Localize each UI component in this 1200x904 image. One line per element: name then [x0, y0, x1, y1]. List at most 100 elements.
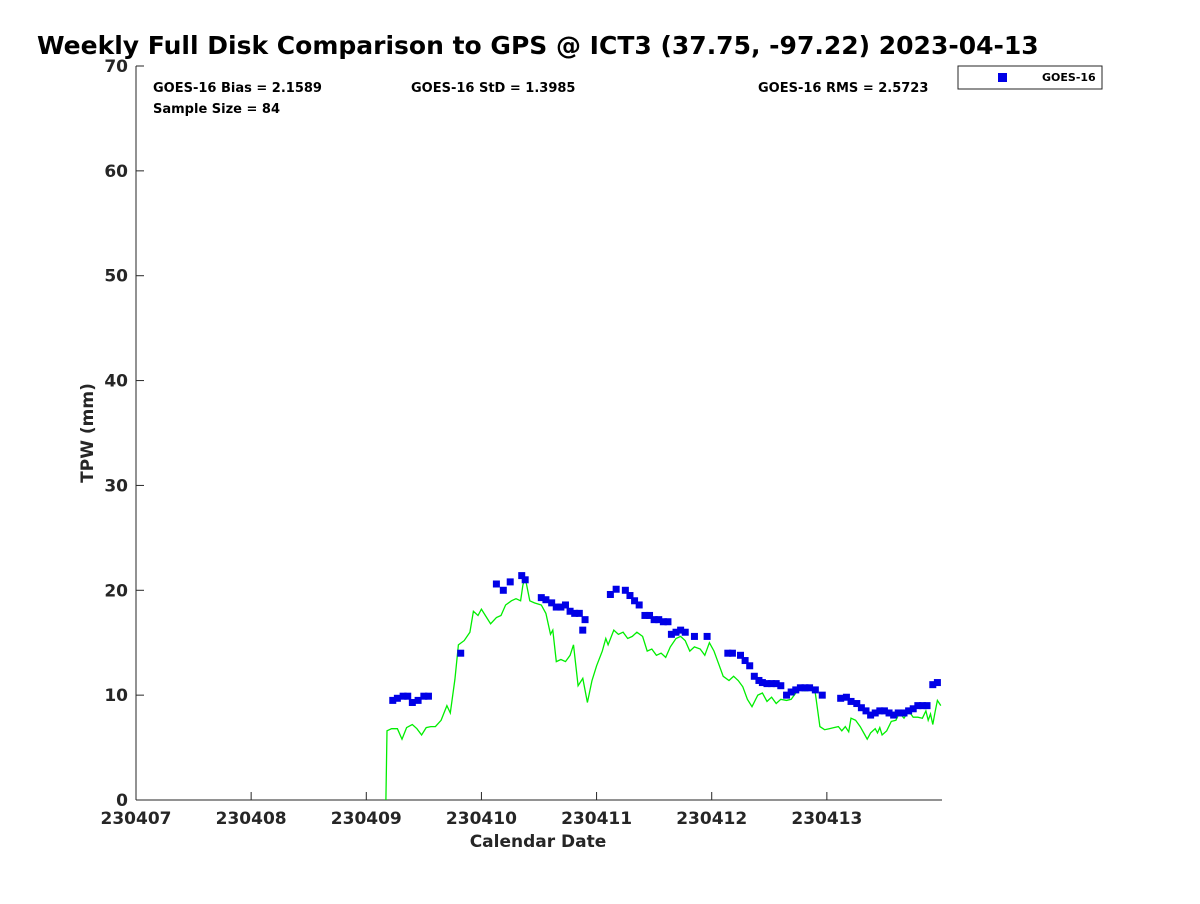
goes-16-point — [768, 680, 776, 688]
goes-16-point — [506, 578, 514, 586]
goes-16-point — [806, 684, 814, 692]
goes-16-point — [763, 680, 771, 688]
goes-16-point — [393, 694, 401, 702]
y-tick-label: 20 — [104, 581, 128, 601]
x-tick-label: 230409 — [331, 809, 402, 829]
goes-16-point — [408, 698, 416, 706]
goes-16-point — [650, 616, 658, 624]
goes-16-point — [635, 601, 643, 609]
goes-16-point — [750, 672, 758, 680]
goes-16-point — [862, 707, 870, 715]
x-tick-label: 230410 — [446, 809, 517, 829]
goes-16-point — [542, 596, 550, 604]
goes-16-point — [792, 686, 800, 694]
x-tick-label: 230411 — [561, 809, 632, 829]
rms-stat: GOES-16 RMS = 2.5723 — [758, 81, 928, 96]
goes-16-point — [867, 711, 875, 719]
goes-16-point — [857, 704, 865, 712]
goes-16-point — [566, 607, 574, 615]
x-axis-label: Calendar Date — [470, 832, 607, 852]
goes-16-point — [537, 594, 545, 602]
sample-size-stat: Sample Size = 84 — [153, 102, 280, 117]
goes-16-point — [677, 626, 685, 634]
chart-title: Weekly Full Disk Comparison to GPS @ ICT… — [37, 31, 1039, 60]
goes-16-point — [612, 585, 620, 593]
goes-16-point — [909, 705, 917, 713]
goes-16-point — [655, 616, 663, 624]
goes-16-point — [424, 692, 432, 700]
goes-16-point — [690, 632, 698, 640]
goes-16-point — [659, 618, 667, 626]
x-tick-label: 230412 — [676, 809, 747, 829]
goes-16-point — [876, 707, 884, 715]
goes-16-point — [621, 586, 629, 594]
goes-16-point — [399, 692, 407, 700]
goes-16-point — [741, 657, 749, 665]
y-tick-label: 30 — [104, 476, 128, 496]
axes — [135, 66, 942, 801]
goes-16-point — [737, 651, 744, 659]
goes-16-point — [890, 711, 898, 719]
legend-marker-goes-16 — [998, 73, 1007, 82]
legend: GOES-16 — [957, 65, 1103, 90]
goes-16-point — [837, 694, 845, 702]
goes-16-point — [905, 707, 913, 715]
goes-16-point — [772, 680, 780, 688]
legend-label-goes-16: GOES-16 — [1042, 71, 1096, 84]
goes-16-point — [667, 630, 675, 638]
goes-16-point — [557, 603, 565, 611]
goes-16-point — [728, 649, 736, 657]
goes-16-point — [457, 649, 465, 657]
y-tick-label: 70 — [104, 57, 128, 77]
goes-16-point — [646, 611, 654, 619]
goes-16-point — [518, 572, 526, 580]
goes-16-point — [853, 700, 861, 708]
y-axis-label: TPW (mm) — [78, 383, 98, 483]
ticks: 230407 230408 230409 230410 230411 230412 2304… — [101, 57, 863, 829]
goes-16-point — [579, 626, 587, 634]
goes-16-point — [548, 599, 556, 607]
y-tick-label: 10 — [104, 686, 128, 706]
goes-16-point — [885, 709, 893, 717]
goes-16-point — [571, 609, 579, 617]
y-tick-label: 50 — [104, 267, 128, 287]
goes-16-point — [672, 628, 680, 636]
goes-16-point — [641, 611, 649, 619]
goes-16-point — [521, 576, 529, 584]
y-tick-label: 60 — [104, 162, 128, 182]
goes-16-point — [777, 682, 785, 690]
y-tick-label: 40 — [104, 372, 128, 392]
x-tick-label: 230408 — [216, 809, 287, 829]
bias-stat: GOES-16 Bias = 2.1589 — [153, 81, 322, 96]
goes-16-point — [389, 696, 397, 704]
goes-16-point — [664, 618, 672, 626]
goes-16-point — [933, 679, 941, 687]
legend-box — [957, 65, 1103, 90]
goes-16-point — [581, 616, 589, 624]
goes-16-point — [724, 649, 732, 657]
goes-16-point — [631, 597, 639, 605]
goes-16-point — [626, 592, 634, 600]
goes-16-point — [681, 628, 689, 636]
goes-16-point — [847, 697, 855, 705]
x-tick-label: 230407 — [101, 809, 172, 829]
goes-16-point — [783, 691, 791, 699]
goes-16-point — [606, 590, 614, 598]
gps-series-line — [385, 577, 942, 801]
goes-16-point — [929, 681, 937, 689]
goes-16-point — [796, 684, 804, 692]
series — [385, 572, 942, 801]
y-tick-label: 0 — [116, 791, 128, 811]
goes-16-point — [746, 662, 754, 670]
goes-16-point — [561, 601, 569, 609]
goes-16-point — [575, 609, 583, 617]
goes-16-point — [818, 691, 826, 699]
goes-16-point — [811, 686, 819, 694]
goes-16-point — [801, 684, 809, 692]
goes-16-point — [787, 688, 795, 696]
goes-16-point — [758, 679, 766, 687]
goes-16-point — [894, 709, 902, 717]
goes-16-point — [420, 692, 428, 700]
